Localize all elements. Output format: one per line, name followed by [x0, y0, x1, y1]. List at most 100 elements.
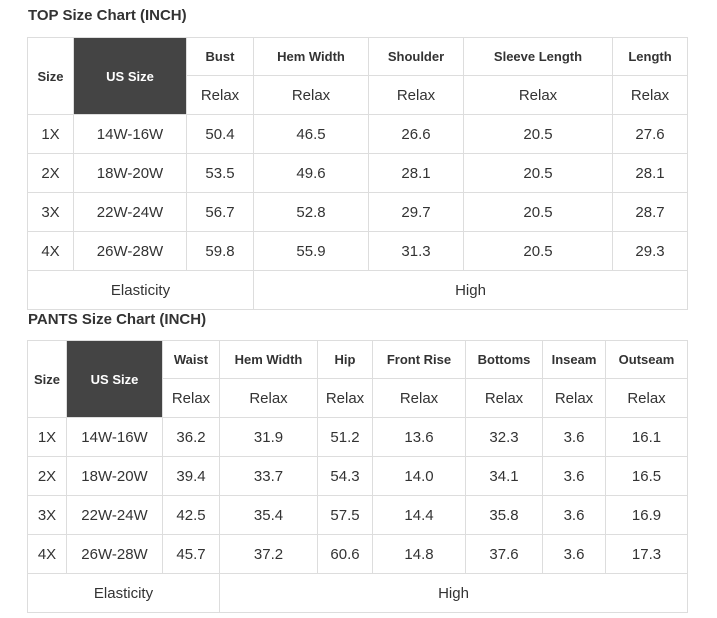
cell: 3.6: [542, 456, 606, 496]
cell: 4X: [27, 231, 74, 271]
subheader-cell: Relax: [253, 75, 369, 115]
cell: 26W-28W: [73, 231, 187, 271]
column-header: Shoulder: [368, 37, 464, 76]
cell: 49.6: [253, 153, 369, 193]
column-header: Inseam: [542, 340, 606, 379]
cell: 27.6: [612, 114, 688, 154]
cell: 56.7: [186, 192, 254, 232]
cell: 18W-20W: [66, 456, 163, 496]
cell: 52.8: [253, 192, 369, 232]
header-row: Size US Size Bust Hem Width Shoulder Sleeve L…: [27, 37, 688, 115]
column-header: Front Rise: [372, 340, 466, 379]
data-row: 4X 26W-28W 59.8 55.9 31.3 20.5 29.3: [27, 231, 688, 271]
cell: 26W-28W: [66, 534, 163, 574]
elasticity-label: Elasticity: [27, 573, 220, 613]
cell: 14.4: [372, 495, 466, 535]
cell: 26.6: [368, 114, 464, 154]
column-header: Bust: [186, 37, 254, 76]
cell: 3.6: [542, 495, 606, 535]
column-header: Waist: [162, 340, 220, 379]
size-header: Size: [27, 340, 67, 418]
column-header: Sleeve Length: [463, 37, 613, 76]
column-header: Hem Width: [253, 37, 369, 76]
cell: 28.7: [612, 192, 688, 232]
elasticity-value: High: [219, 573, 688, 613]
column-header: Bottoms: [465, 340, 543, 379]
cell: 16.1: [605, 417, 688, 457]
column-header: Length: [612, 37, 688, 76]
cell: 32.3: [465, 417, 543, 457]
cell: 3X: [27, 495, 67, 535]
cell: 39.4: [162, 456, 220, 496]
data-row: 2X 18W-20W 53.5 49.6 28.1 20.5 28.1: [27, 153, 688, 193]
cell: 20.5: [463, 231, 613, 271]
cell: 3.6: [542, 534, 606, 574]
cell: 14.8: [372, 534, 466, 574]
cell: 42.5: [162, 495, 220, 535]
cell: 53.5: [186, 153, 254, 193]
cell: 16.9: [605, 495, 688, 535]
cell: 4X: [27, 534, 67, 574]
data-row: 1X 14W-16W 36.2 31.9 51.2 13.6 32.3 3.6 16.1: [27, 417, 688, 457]
data-row: 3X 22W-24W 56.7 52.8 29.7 20.5 28.7: [27, 192, 688, 232]
cell: 17.3: [605, 534, 688, 574]
cell: 20.5: [463, 114, 613, 154]
column-header: Hip: [317, 340, 373, 379]
data-row: 4X 26W-28W 45.7 37.2 60.6 14.8 37.6 3.6 17.3: [27, 534, 688, 574]
subheader-cell: Relax: [186, 75, 254, 115]
pants-title: PANTS Size Chart (INCH): [28, 311, 207, 328]
subheader-cell: Relax: [162, 378, 220, 418]
cell: 33.7: [219, 456, 318, 496]
elasticity-label: Elasticity: [27, 270, 254, 310]
us-size-header: US Size: [73, 37, 187, 115]
pants-size-table: Size US Size Waist Hem Width Hip Front Rise Bo…: [27, 340, 688, 613]
cell: 46.5: [253, 114, 369, 154]
cell: 20.5: [463, 192, 613, 232]
data-row: 1X 14W-16W 50.4 46.5 26.6 20.5 27.6: [27, 114, 688, 154]
data-row: 2X 18W-20W 39.4 33.7 54.3 14.0 34.1 3.6 16.5: [27, 456, 688, 496]
cell: 57.5: [317, 495, 373, 535]
subheader-cell: Relax: [542, 378, 606, 418]
size-header: Size: [27, 37, 74, 115]
cell: 36.2: [162, 417, 220, 457]
cell: 1X: [27, 114, 74, 154]
cell: 28.1: [612, 153, 688, 193]
subheader-cell: Relax: [219, 378, 318, 418]
subheader-cell: Relax: [372, 378, 466, 418]
cell: 2X: [27, 153, 74, 193]
subheader-row: Relax Relax Relax Relax Relax Relax Relax: [28, 378, 688, 418]
cell: 37.6: [465, 534, 543, 574]
data-row: 3X 22W-24W 42.5 35.4 57.5 14.4 35.8 3.6 16.9: [27, 495, 688, 535]
cell: 22W-24W: [66, 495, 163, 535]
cell: 37.2: [219, 534, 318, 574]
cell: 14.0: [372, 456, 466, 496]
subheader-cell: Relax: [463, 75, 613, 115]
footer-row: Elasticity High: [27, 573, 688, 613]
subheader-cell: Relax: [368, 75, 464, 115]
cell: 45.7: [162, 534, 220, 574]
cell: 20.5: [463, 153, 613, 193]
subheader-cell: Relax: [612, 75, 688, 115]
subheader-cell: Relax: [317, 378, 373, 418]
us-size-header: US Size: [66, 340, 163, 418]
cell: 18W-20W: [73, 153, 187, 193]
cell: 29.3: [612, 231, 688, 271]
cell: 14W-16W: [73, 114, 187, 154]
cell: 22W-24W: [73, 192, 187, 232]
column-header: Outseam: [605, 340, 688, 379]
cell: 54.3: [317, 456, 373, 496]
cell: 31.3: [368, 231, 464, 271]
elasticity-value: High: [253, 270, 688, 310]
cell: 51.2: [317, 417, 373, 457]
subheader-row: Relax Relax Relax Relax Relax: [28, 75, 688, 115]
top-size-table: Size US Size Bust Hem Width Shoulder Sleeve L…: [27, 37, 688, 310]
cell: 2X: [27, 456, 67, 496]
cell: 3X: [27, 192, 74, 232]
cell: 59.8: [186, 231, 254, 271]
cell: 1X: [27, 417, 67, 457]
cell: 3.6: [542, 417, 606, 457]
subheader-cell: Relax: [605, 378, 688, 418]
cell: 14W-16W: [66, 417, 163, 457]
cell: 28.1: [368, 153, 464, 193]
